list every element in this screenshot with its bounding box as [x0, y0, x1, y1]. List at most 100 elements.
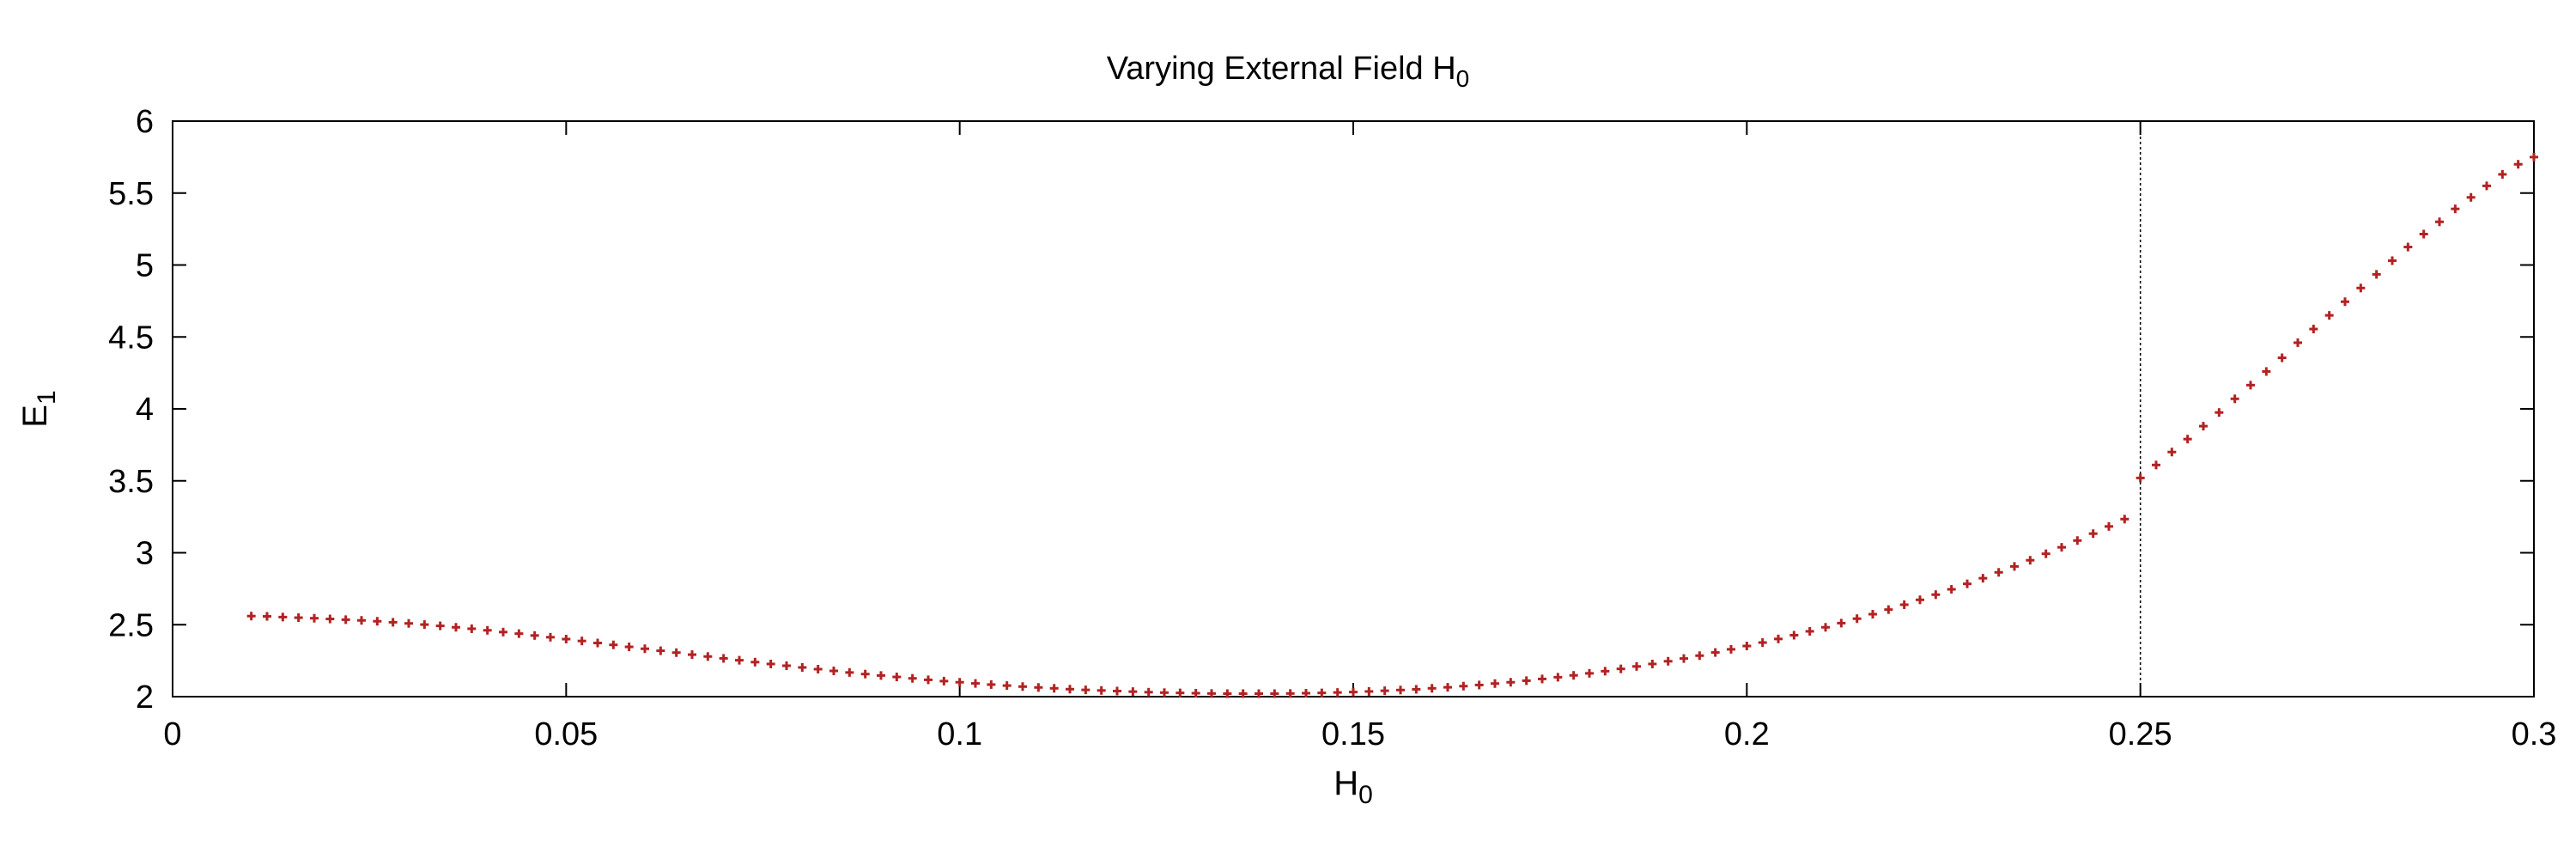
data-point [892, 673, 902, 682]
data-point [2356, 283, 2366, 293]
data-point [1805, 626, 1814, 636]
data-point [357, 616, 366, 625]
data-point [1648, 659, 1657, 668]
data-point [813, 665, 823, 674]
data-point [939, 676, 949, 685]
data-point [325, 614, 335, 624]
data-point [860, 669, 870, 679]
data-point [2324, 311, 2334, 320]
data-point [2183, 435, 2192, 444]
data-point [688, 650, 696, 660]
data-point [1963, 579, 1971, 588]
data-point [1695, 651, 1704, 661]
data-point [1506, 678, 1516, 687]
data-point [1538, 674, 1546, 684]
data-point [246, 612, 256, 621]
data-point [2088, 529, 2098, 539]
data-point [1144, 687, 1153, 697]
x-tick-label: 0.2 [1724, 716, 1770, 752]
data-point [924, 675, 933, 685]
data-point [641, 644, 649, 654]
data-point [1632, 661, 1641, 671]
data-point [2041, 549, 2050, 558]
data-point [388, 618, 398, 627]
x-tick-label: 0 [163, 716, 181, 752]
data-point [2388, 256, 2397, 265]
data-point [2105, 521, 2113, 531]
data-point [1899, 600, 1909, 609]
data-series [246, 152, 2538, 698]
data-point [1034, 683, 1043, 692]
data-point [1931, 590, 1941, 600]
x-axis-label-subscript: 0 [1358, 781, 1373, 809]
data-point [1081, 685, 1091, 695]
data-point [1474, 680, 1484, 690]
data-point [2498, 169, 2507, 179]
data-point [2482, 181, 2491, 191]
y-tick-label: 5 [136, 248, 154, 284]
data-point [877, 671, 885, 680]
data-point [1837, 618, 1846, 628]
data-point [2466, 192, 2476, 202]
data-point [2199, 422, 2208, 431]
data-point [2451, 204, 2460, 214]
data-point [1947, 585, 1956, 594]
data-point [1349, 687, 1358, 697]
data-point [1302, 688, 1310, 698]
x-axis-label: H0 [1334, 765, 1373, 809]
y-axis-label: E1 [16, 390, 61, 427]
data-point [452, 623, 460, 632]
data-point [2372, 270, 2381, 279]
data-point [1160, 688, 1169, 698]
data-point [1427, 684, 1437, 693]
data-point [2010, 562, 2019, 571]
data-point [2215, 408, 2224, 417]
data-point [1002, 681, 1012, 691]
data-point [1491, 679, 1499, 688]
data-point [2057, 543, 2066, 552]
data-point [829, 667, 838, 676]
data-point [1868, 610, 1877, 619]
data-point [609, 640, 618, 649]
data-point [2230, 394, 2239, 404]
data-point [562, 635, 571, 643]
data-point [1097, 685, 1106, 695]
data-point [341, 615, 350, 624]
data-point [1585, 668, 1594, 678]
data-point [1285, 689, 1295, 698]
y-tick-label: 3.5 [108, 464, 154, 500]
data-point [1916, 595, 1924, 605]
data-point [1066, 685, 1074, 694]
data-point [1128, 687, 1138, 697]
data-point [2435, 217, 2444, 227]
data-point [1459, 681, 1468, 691]
data-point [2246, 381, 2255, 390]
x-tick-label: 0.25 [2109, 716, 2172, 752]
data-point [2309, 325, 2318, 334]
data-point [1317, 688, 1327, 698]
data-point [624, 643, 634, 652]
data-point [2026, 556, 2035, 565]
data-point [1680, 654, 1688, 663]
data-point [1758, 638, 1767, 648]
data-point [2341, 297, 2349, 307]
data-point [1270, 689, 1279, 698]
data-point [373, 617, 382, 626]
data-point [1727, 644, 1735, 654]
data-point [735, 655, 744, 665]
data-point [1049, 684, 1059, 693]
data-point [2167, 448, 2177, 457]
data-point [2419, 229, 2428, 239]
data-point [294, 613, 303, 623]
data-point [263, 612, 271, 621]
data-point [845, 667, 854, 677]
y-axis-label-subscript: 1 [33, 390, 61, 405]
data-point [2513, 160, 2523, 169]
data-point [703, 652, 713, 661]
y-tick-label: 6 [136, 104, 154, 140]
data-point [1396, 685, 1405, 695]
data-point [971, 679, 980, 688]
data-point [1553, 673, 1563, 682]
data-point [1412, 685, 1421, 694]
data-point [2073, 536, 2082, 545]
